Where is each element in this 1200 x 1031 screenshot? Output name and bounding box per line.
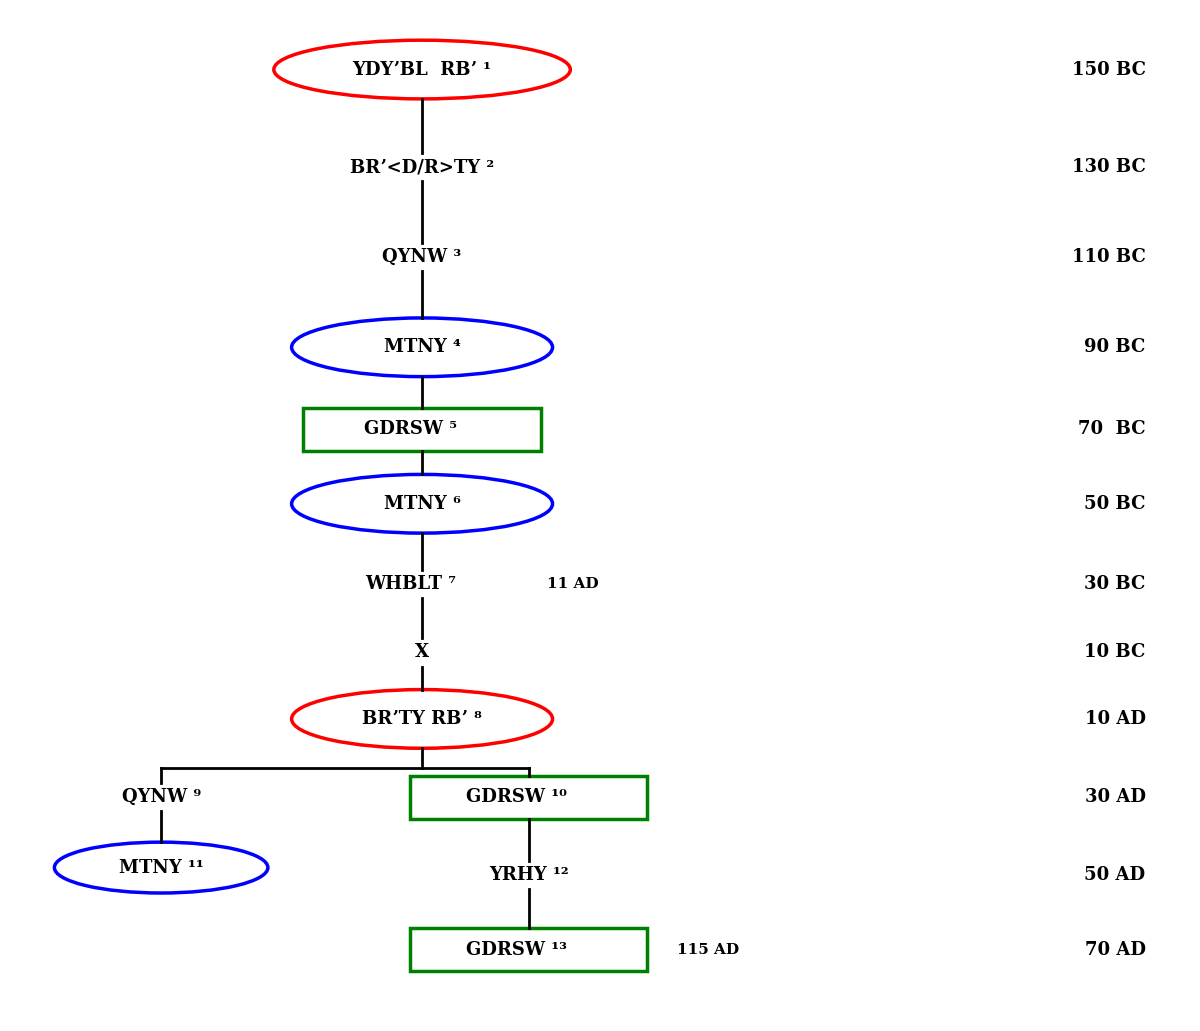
Text: 10 AD: 10 AD <box>1085 710 1146 728</box>
Text: X: X <box>415 643 430 662</box>
Text: QYNW ³: QYNW ³ <box>383 248 462 266</box>
Text: 30 BC: 30 BC <box>1085 575 1146 594</box>
Text: GDRSW ¹³: GDRSW ¹³ <box>467 940 568 959</box>
Text: 70 AD: 70 AD <box>1085 940 1146 959</box>
Text: QYNW ⁹: QYNW ⁹ <box>121 788 200 806</box>
Text: 30 AD: 30 AD <box>1085 788 1146 806</box>
Text: WHBLT ⁷: WHBLT ⁷ <box>365 575 456 594</box>
Text: MTNY ⁶: MTNY ⁶ <box>384 495 461 512</box>
Text: YDYʼBL  RBʼ ¹: YDYʼBL RBʼ ¹ <box>353 61 492 78</box>
Text: 110 BC: 110 BC <box>1072 248 1146 266</box>
Text: GDRSW ¹⁰: GDRSW ¹⁰ <box>467 788 568 806</box>
Text: 130 BC: 130 BC <box>1072 159 1146 176</box>
Text: YRHY ¹²: YRHY ¹² <box>488 866 569 885</box>
Text: 50 BC: 50 BC <box>1084 495 1146 512</box>
Text: 10 BC: 10 BC <box>1085 643 1146 662</box>
Text: 115 AD: 115 AD <box>677 942 739 957</box>
Text: MTNY ⁴: MTNY ⁴ <box>384 338 461 357</box>
Text: BRʼ<D/R>TY ²: BRʼ<D/R>TY ² <box>350 159 494 176</box>
Text: MTNY ¹¹: MTNY ¹¹ <box>119 859 204 876</box>
Text: GDRSW ⁵: GDRSW ⁵ <box>364 421 457 438</box>
Text: 150 BC: 150 BC <box>1072 61 1146 78</box>
Text: 90 BC: 90 BC <box>1085 338 1146 357</box>
Text: 50 AD: 50 AD <box>1085 866 1146 885</box>
Text: BRʼTY RBʼ ⁸: BRʼTY RBʼ ⁸ <box>362 710 482 728</box>
Text: 11 AD: 11 AD <box>547 577 599 592</box>
Text: 70  BC: 70 BC <box>1078 421 1146 438</box>
